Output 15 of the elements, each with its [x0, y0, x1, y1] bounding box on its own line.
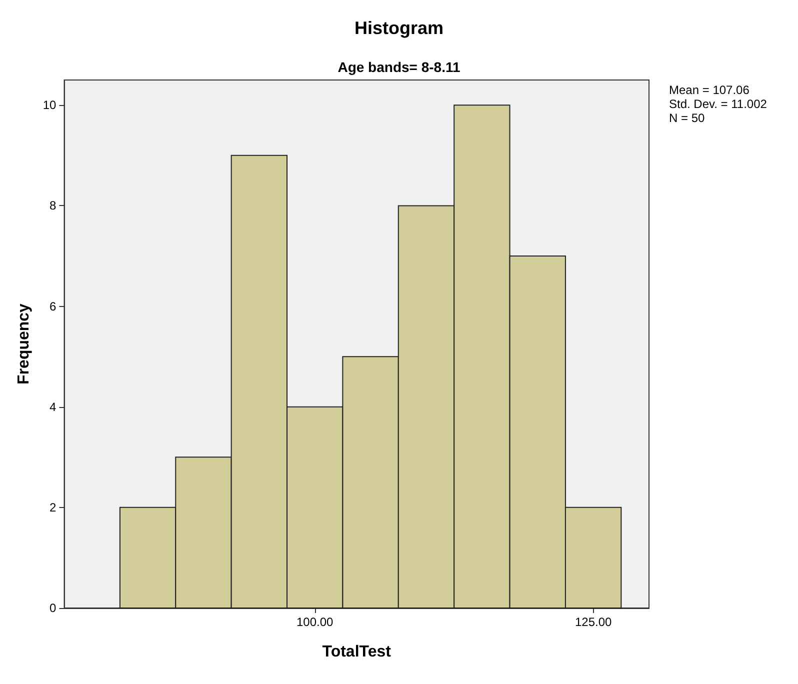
y-tick-label: 8 [50, 198, 57, 213]
chart-title: Histogram [354, 18, 444, 38]
text: Std. Dev. = 11.002 [669, 97, 768, 111]
y-tick-label: 10 [42, 98, 57, 112]
chart-subtitle: Age bands= 8-8.11 [338, 59, 460, 75]
x-tick-label: 125.00 [574, 615, 612, 629]
x-tick-label: 100.00 [296, 615, 334, 629]
y-tick-label: 6 [50, 299, 57, 314]
y-axis-title: Frequency [16, 303, 32, 384]
text: Mean = 107.06 [669, 83, 750, 97]
y-tick-label: 4 [50, 400, 57, 414]
text: N = 50 [669, 111, 706, 125]
y-tick-label: 2 [50, 500, 57, 514]
y-tick-label: 0 [50, 601, 57, 615]
x-axis-title: TotalTest [322, 644, 392, 660]
